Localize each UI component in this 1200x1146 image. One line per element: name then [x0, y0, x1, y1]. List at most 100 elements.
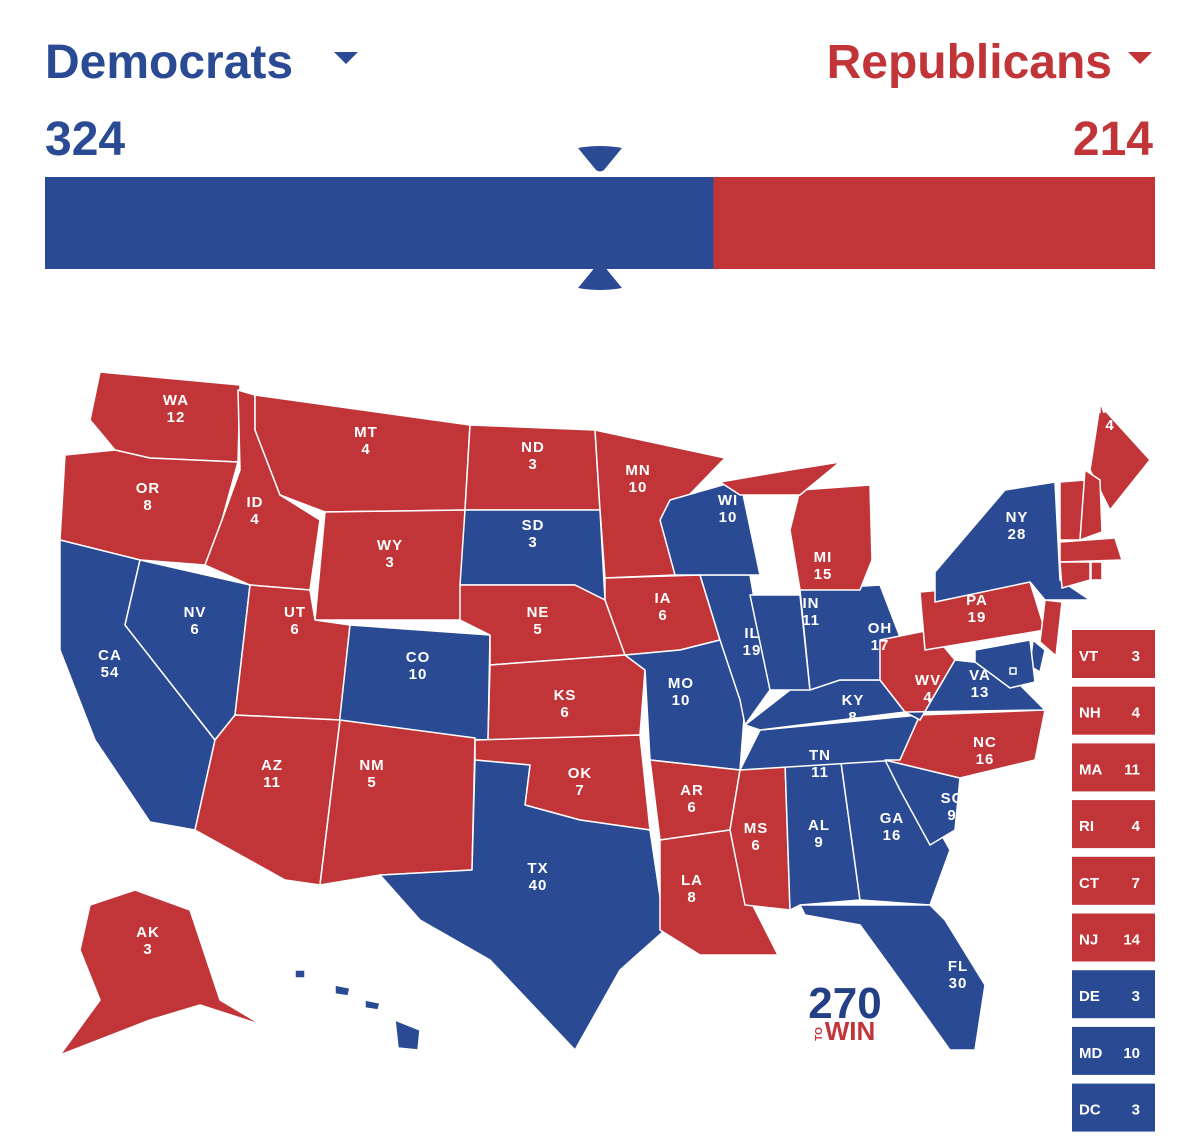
state-abbr: OR	[136, 480, 161, 497]
box-votes: 3	[1132, 648, 1140, 665]
state-box[interactable]	[1072, 630, 1155, 678]
state-votes: 16	[883, 827, 902, 844]
state-shape[interactable]	[799, 904, 986, 1051]
bar-segment	[45, 177, 714, 269]
state-abbr: FL	[948, 958, 968, 975]
state-shape[interactable]	[334, 984, 351, 997]
state-shape[interactable]	[194, 714, 341, 886]
state-abbr: VA	[969, 667, 991, 684]
state-box[interactable]	[1072, 743, 1155, 792]
box-votes: 14	[1123, 932, 1140, 949]
rep-name[interactable]: Republicans	[827, 36, 1112, 89]
rep-total: 214	[1073, 113, 1153, 166]
state-box[interactable]	[1072, 800, 1155, 849]
state-abbr: ME	[1098, 400, 1123, 417]
dem-total: 324	[45, 113, 125, 166]
state-abbr: NV	[184, 604, 207, 621]
state-votes: 16	[976, 751, 995, 768]
dem-name[interactable]: Democrats	[45, 36, 293, 89]
state-votes: 8	[848, 709, 857, 726]
logo: 270 TO WIN	[808, 979, 881, 1046]
state-votes: 3	[143, 941, 152, 958]
state-votes: 6	[687, 799, 696, 816]
box-abbr: RI	[1079, 818, 1094, 835]
state-shape[interactable]	[487, 654, 646, 741]
state-shape[interactable]	[719, 461, 841, 496]
state-votes: 40	[529, 877, 548, 894]
state-abbr: NE	[527, 604, 550, 621]
state-shape[interactable]	[59, 889, 263, 1056]
box-abbr: DE	[1079, 988, 1100, 1005]
majority-marker-top	[578, 146, 622, 172]
state-votes: 3	[385, 554, 394, 571]
state-abbr: NM	[359, 757, 384, 774]
state-abbr: WY	[377, 537, 403, 554]
state-votes: 10	[719, 509, 738, 526]
state-votes: 3	[528, 534, 537, 551]
state-shape[interactable]	[319, 719, 476, 886]
state-shape[interactable]	[1089, 404, 1151, 511]
box-abbr: NJ	[1079, 932, 1098, 949]
state-votes: 4	[370, 1039, 379, 1056]
state-box[interactable]	[1072, 686, 1155, 735]
box-abbr: DC	[1079, 1102, 1101, 1119]
state-box[interactable]	[1072, 1026, 1155, 1075]
state-votes: 10	[629, 479, 648, 496]
state-votes: 4	[361, 441, 370, 458]
state-abbr: AL	[808, 817, 830, 834]
state-shape[interactable]	[394, 1019, 421, 1051]
box-votes: 10	[1123, 1045, 1140, 1062]
state-votes: 3	[528, 456, 537, 473]
state-box[interactable]	[1072, 970, 1155, 1019]
state-abbr: CA	[98, 647, 122, 664]
state-abbr: SD	[522, 517, 545, 534]
dem-dropdown[interactable]	[334, 52, 358, 64]
state-votes: 10	[672, 692, 691, 709]
state-box[interactable]	[1072, 913, 1155, 962]
state-shape[interactable]	[1090, 561, 1103, 581]
state-votes: 30	[949, 975, 968, 992]
state-abbr: SC	[941, 790, 964, 807]
state-shape[interactable]	[1009, 667, 1017, 675]
box-votes: 4	[1132, 818, 1141, 835]
box-abbr: CT	[1079, 875, 1099, 892]
state-box[interactable]	[1072, 856, 1155, 905]
state-votes: 8	[143, 497, 152, 514]
state-votes: 6	[658, 607, 667, 624]
state-shape[interactable]	[379, 759, 666, 1051]
state-votes: 4	[923, 689, 932, 706]
box-votes: 3	[1132, 988, 1140, 1005]
state-abbr: MI	[814, 549, 833, 566]
logo-small: TO	[814, 1027, 825, 1041]
state-box[interactable]	[1072, 1083, 1155, 1132]
state-votes: 4	[1105, 417, 1114, 434]
state-votes: 9	[947, 807, 956, 824]
box-votes: 3	[1132, 1102, 1140, 1119]
state-abbr: MN	[625, 462, 650, 479]
state-abbr: PA	[966, 592, 988, 609]
box-abbr: MA	[1079, 761, 1102, 778]
state-shape[interactable]	[294, 969, 306, 979]
state-shape[interactable]	[1059, 561, 1091, 589]
state-votes: 19	[968, 609, 987, 626]
state-abbr: AR	[680, 782, 704, 799]
state-shape[interactable]	[974, 639, 1036, 689]
state-shape[interactable]	[789, 484, 873, 591]
state-shape[interactable]	[89, 371, 241, 463]
vote-bar	[45, 146, 1155, 290]
state-shape[interactable]	[934, 481, 1091, 603]
state-shape[interactable]	[1079, 469, 1103, 541]
box-abbr: VT	[1079, 648, 1098, 665]
state-votes: 8	[687, 889, 696, 906]
state-votes: 28	[1008, 526, 1027, 543]
state-abbr: AZ	[261, 757, 283, 774]
state-votes: 6	[190, 621, 199, 638]
state-abbr: ID	[247, 494, 264, 511]
rep-dropdown[interactable]	[1128, 52, 1152, 64]
state-abbr: OK	[568, 765, 593, 782]
state-shape[interactable]	[1059, 537, 1123, 563]
state-shape[interactable]	[1039, 599, 1063, 657]
majority-marker-bottom	[578, 264, 622, 290]
state-shape[interactable]	[624, 639, 746, 771]
state-shape[interactable]	[364, 999, 381, 1011]
